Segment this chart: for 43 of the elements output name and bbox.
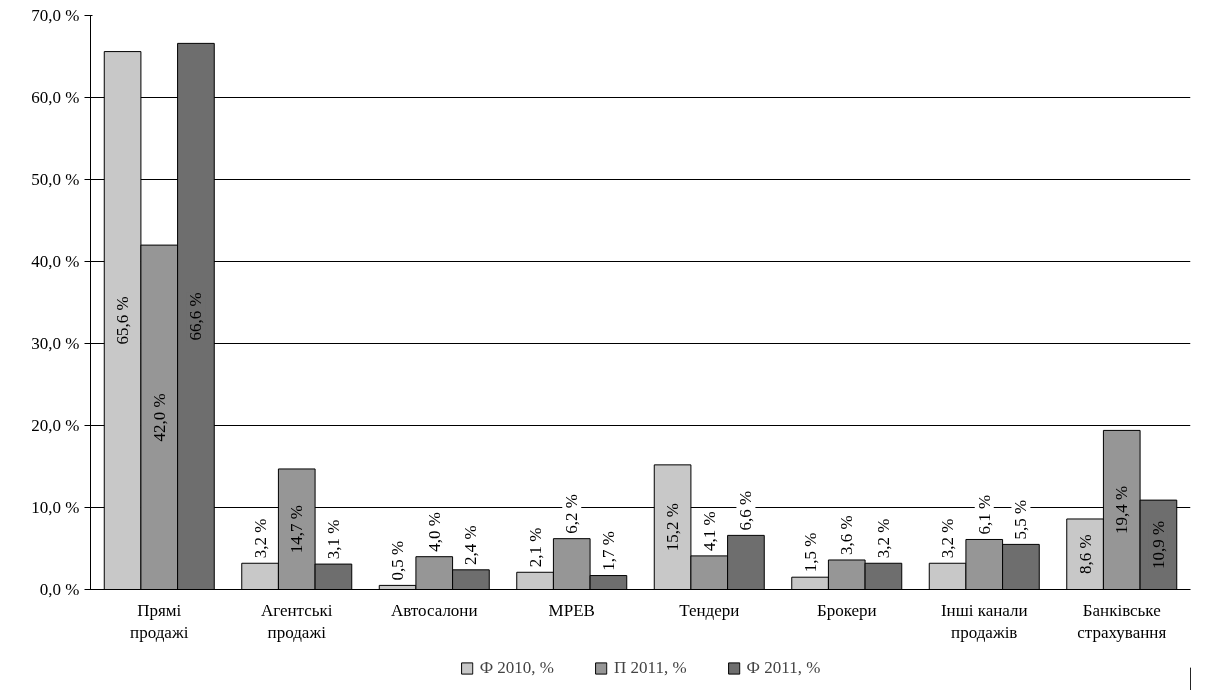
data-label: 66,6 % — [186, 292, 206, 341]
data-label: 0,5 % — [388, 540, 408, 581]
x-tick-label: Прямі продажі — [130, 600, 189, 643]
y-tick-label: 10,0 % — [31, 498, 80, 517]
y-tick-label: 0,0 % — [39, 580, 80, 599]
data-label: 15,2 % — [663, 503, 683, 552]
data-label: 3,2 % — [873, 518, 893, 559]
data-label: 3,6 % — [837, 515, 857, 556]
x-tick-label: Автосалони — [390, 600, 478, 620]
data-label: 2,4 % — [461, 525, 481, 565]
y-tick-label: 60,0 % — [31, 88, 80, 107]
x-tick-label: Банківське страхування — [1077, 600, 1167, 643]
data-label: 1,5 % — [800, 532, 820, 573]
data-label: 4,0 % — [424, 512, 444, 552]
legend-label: П 2011, % — [614, 657, 687, 678]
data-label: 2,1 % — [525, 527, 545, 568]
data-label: 3,2 % — [938, 518, 958, 559]
legend-label: Ф 2010, % — [479, 657, 555, 678]
legend-label: Ф 2011, % — [746, 657, 821, 678]
x-tick-label: МРЕВ — [548, 600, 595, 620]
data-label: 6,2 % — [562, 494, 582, 534]
x-tick-label: Агентські продажі — [260, 600, 333, 643]
y-tick-label: 30,0 % — [31, 334, 80, 353]
x-tick-label: Інші канали продажів — [940, 600, 1028, 643]
data-label: 3,1 % — [323, 519, 343, 560]
data-label: 42,0 % — [149, 393, 169, 442]
y-tick-label: 50,0 % — [31, 170, 80, 189]
x-tick-label: Брокери — [816, 600, 877, 620]
data-label: 6,6 % — [736, 490, 756, 531]
data-label: 14,7 % — [287, 505, 307, 554]
data-label: 8,6 % — [1075, 534, 1095, 575]
data-label: 4,1 % — [699, 511, 719, 551]
y-tick-label: 70,0 % — [31, 6, 80, 25]
data-label: 3,2 % — [250, 518, 270, 559]
y-tick-label: 20,0 % — [31, 416, 80, 435]
x-tick-label: Тендери — [679, 600, 740, 620]
data-label: 65,6 % — [113, 296, 133, 345]
data-label: 5,5 % — [1011, 499, 1031, 540]
data-label: 6,1 % — [974, 494, 994, 535]
data-label: 19,4 % — [1112, 485, 1132, 535]
y-tick-label: 40,0 % — [31, 252, 80, 271]
data-label: 10,9 % — [1148, 520, 1168, 569]
data-label: 1,7 % — [598, 530, 618, 571]
